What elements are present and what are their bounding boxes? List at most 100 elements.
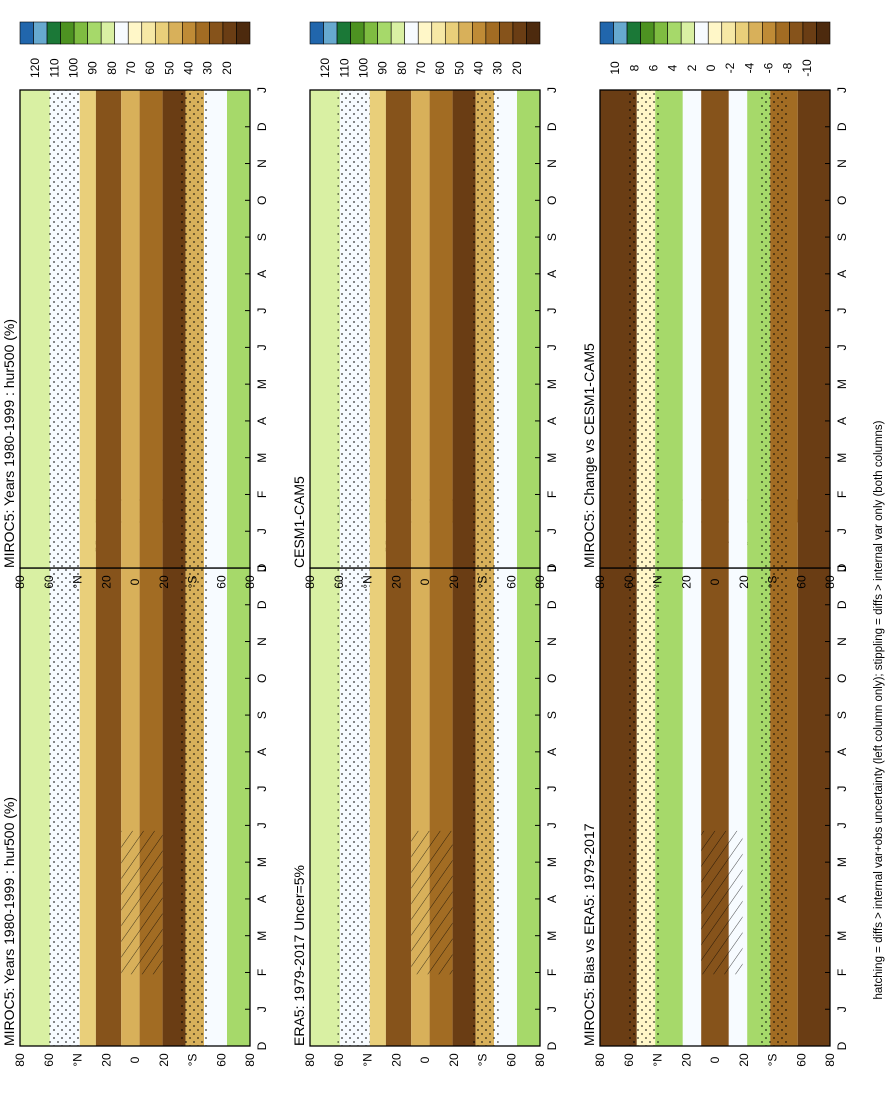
month-tick-label: M — [835, 931, 849, 941]
month-tick-label: A — [835, 748, 849, 756]
field-band — [204, 568, 227, 1046]
latitude-tick-label: 60 — [794, 575, 808, 589]
month-tick-label: J — [255, 528, 269, 534]
colorbar-label: 50 — [162, 61, 176, 75]
field-band — [310, 568, 340, 1046]
colorbar-label: 60 — [143, 61, 157, 75]
colorbar-swatch — [499, 21, 514, 45]
colorbar-swatch — [613, 21, 628, 45]
month-tick-label: M — [835, 453, 849, 463]
colorbar-swatch — [444, 21, 460, 45]
latitude-tick-label: 0 — [708, 1056, 722, 1063]
colorbar-swatch — [640, 21, 655, 45]
latitude-tick-label: 60 — [622, 1053, 636, 1067]
stippling — [47, 90, 80, 568]
latitude-tick-label: 20 — [389, 1053, 403, 1067]
colorbar-label: 8 — [627, 64, 641, 71]
month-tick-label: O — [835, 674, 849, 683]
colorbar-swatch — [127, 21, 143, 45]
colorbar-swatch — [363, 21, 378, 45]
stippling — [181, 568, 209, 1046]
month-tick-label: O — [835, 196, 849, 205]
colorbar-label: -2 — [723, 62, 737, 73]
month-tick-label: N — [835, 159, 849, 168]
colorbar-swatch — [60, 21, 75, 45]
field-band — [79, 568, 96, 1046]
month-tick-label: S — [255, 233, 269, 241]
month-tick-label: M — [545, 857, 559, 867]
colorbar-swatch — [526, 21, 541, 45]
colorbar-swatch — [154, 21, 170, 45]
colorbar-swatch — [377, 21, 392, 45]
colorbar-swatch — [195, 21, 210, 45]
field-band — [682, 90, 702, 568]
colorbar-label: 20 — [220, 61, 234, 75]
field-band — [20, 568, 50, 1046]
colorbar-label: 110 — [337, 58, 351, 77]
month-tick-label: S — [545, 711, 559, 719]
colorbar-label: 0 — [704, 64, 718, 71]
month-tick-label: M — [835, 379, 849, 389]
colorbar-swatch — [626, 21, 641, 45]
month-tick-label: D — [255, 563, 269, 572]
latitude-tick-label: °N — [361, 575, 375, 588]
month-tick-label: O — [255, 196, 269, 205]
latitude-tick-label: 20 — [737, 1053, 751, 1067]
latitude-tick-label: 80 — [823, 575, 837, 589]
field-band — [95, 90, 122, 568]
month-tick-label: F — [545, 491, 559, 498]
panel-title: MIROC5: Bias vs ERA5: 1979-2017 — [581, 823, 597, 1046]
colorbar-swatch — [33, 21, 48, 45]
month-tick-label: J — [255, 344, 269, 350]
colorbar-swatch — [209, 21, 224, 45]
colorbar-label: 20 — [510, 61, 524, 75]
colorbar-label: 80 — [395, 61, 409, 75]
month-tick-label: J — [835, 1006, 849, 1012]
latitude-tick-label: 80 — [303, 1053, 317, 1067]
month-tick-label: J — [545, 1006, 559, 1012]
month-tick-label: A — [255, 895, 269, 903]
colorbar-label: 110 — [47, 58, 61, 77]
month-tick-label: A — [545, 895, 559, 903]
field-band — [429, 90, 453, 568]
latitude-tick-label: 0 — [708, 578, 722, 585]
stippling — [47, 568, 80, 1046]
field-band — [79, 90, 96, 568]
month-tick-label: A — [835, 417, 849, 425]
latitude-tick-label: 20 — [389, 575, 403, 589]
colorbar-label: 4 — [666, 64, 680, 71]
colorbar-swatch — [599, 21, 614, 45]
month-tick-label: F — [835, 491, 849, 498]
field-band — [411, 90, 430, 568]
month-tick-label: D — [835, 1041, 849, 1050]
colorbar-label: 60 — [433, 61, 447, 75]
colorbar-swatch — [100, 21, 116, 45]
month-tick-label: J — [545, 344, 559, 350]
colorbar-label: 40 — [472, 61, 486, 75]
colorbar-label: 70 — [124, 61, 138, 75]
latitude-tick-label: 80 — [593, 1053, 607, 1067]
colorbar-swatch — [707, 21, 723, 45]
colorbar-swatch — [390, 21, 406, 45]
month-tick-label: M — [255, 931, 269, 941]
colorbar-swatch — [694, 21, 709, 45]
month-tick-label: O — [545, 196, 559, 205]
latitude-tick-label: 60 — [332, 1053, 346, 1067]
colorbar-label: -4 — [742, 62, 756, 73]
colorbar-swatch — [222, 21, 237, 45]
colorbar-swatch — [141, 21, 156, 45]
colorbar-swatch — [431, 21, 446, 45]
latitude-tick-label: °S — [476, 576, 490, 589]
colorbar-swatch — [458, 21, 473, 45]
stippling — [627, 90, 660, 568]
panel-title: MIROC5: Years 1980-1999 : hur500 (%) — [1, 319, 17, 568]
latitude-tick-label: 60 — [504, 1053, 518, 1067]
plot-frame — [19, 89, 251, 569]
month-tick-label: M — [255, 453, 269, 463]
colorbar-label: 6 — [647, 64, 661, 71]
latitude-tick-label: 60 — [794, 1053, 808, 1067]
colorbar-swatch — [87, 21, 102, 45]
month-tick-label: S — [835, 233, 849, 241]
month-tick-label: M — [835, 857, 849, 867]
